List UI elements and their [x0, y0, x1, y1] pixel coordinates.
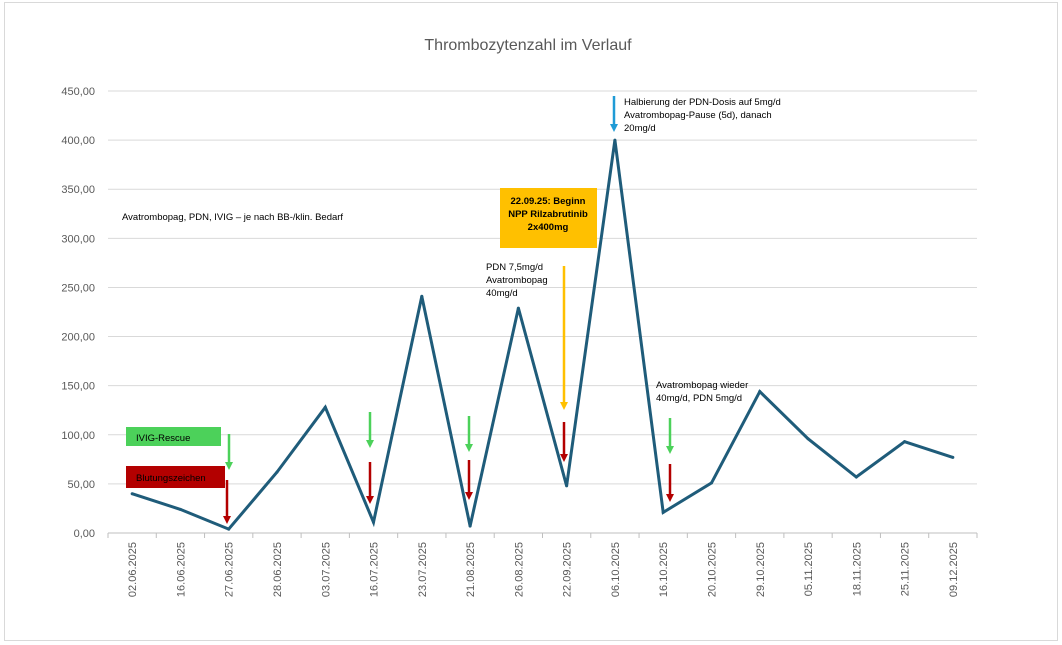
annotations: Avatrombopag, PDN, IVIG – je nach BB-/kl…	[122, 96, 781, 524]
data-point	[178, 507, 182, 511]
data-point	[516, 306, 520, 310]
data-point	[468, 524, 472, 528]
series-layer	[130, 138, 955, 531]
annotation-wieder-line1: Avatrombopag wieder	[656, 380, 748, 391]
y-tick-label: 150,00	[61, 381, 95, 393]
data-point	[758, 390, 762, 394]
annotation-pdn-line2: Avatrombopag	[486, 275, 548, 286]
data-point	[323, 405, 327, 409]
ivig-rescue-label: IVIG-Rescue	[136, 433, 190, 444]
data-point	[661, 510, 665, 514]
x-tick-label: 23.07.2025	[417, 542, 429, 597]
ivig-rescue-box	[126, 427, 221, 446]
x-tick-label: 16.06.2025	[175, 542, 187, 597]
chart-title: Thrombozytenzahl im Verlauf	[424, 37, 632, 54]
data-point	[709, 481, 713, 485]
y-tick-label: 450,00	[61, 86, 95, 98]
x-tick-label: 05.11.2025	[803, 542, 815, 596]
x-tick-label: 26.08.2025	[513, 542, 525, 597]
x-tick-label: 29.10.2025	[755, 542, 767, 597]
data-point	[420, 294, 424, 298]
series-line	[131, 139, 954, 531]
annotation-pdn-line3: 40mg/d	[486, 288, 518, 299]
y-tick-label: 300,00	[61, 233, 95, 245]
x-axis-ticks: 02.06.2025 16.06.2025 27.06.2025 28.06.2025…	[107, 533, 978, 597]
data-point	[227, 527, 231, 531]
data-point	[565, 484, 569, 488]
annotation-avatrombopag-note: Avatrombopag, PDN, IVIG – je nach BB-/kl…	[122, 212, 343, 223]
y-axis-ticks: 0,00 50,00 100,00 150,00 200,00 250,00 300,00 3…	[61, 86, 95, 540]
x-tick-label: 27.06.2025	[224, 542, 236, 597]
x-tick-label: 28.06.2025	[272, 542, 284, 597]
x-tick-label: 09.12.2025	[948, 542, 960, 597]
annotation-rilza-line1: 22.09.25: Beginn	[511, 196, 586, 207]
data-point	[613, 138, 617, 142]
data-point	[130, 492, 134, 496]
annotation-rilza-line2: NPP Rilzabrutinib	[508, 209, 588, 220]
x-tick-label: 16.07.2025	[369, 542, 381, 597]
y-tick-label: 200,00	[61, 332, 95, 344]
annotation-rilza-line3: 2x400mg	[528, 222, 569, 233]
data-point	[372, 520, 376, 524]
data-point	[275, 470, 279, 474]
rilzabrutinib-box	[500, 188, 597, 248]
y-tick-label: 350,00	[61, 184, 95, 196]
y-tick-label: 100,00	[61, 430, 95, 442]
x-tick-label: 16.10.2025	[658, 542, 670, 597]
annotation-wieder-line2: 40mg/d, PDN 5mg/d	[656, 393, 742, 404]
x-tick-label: 21.08.2025	[465, 542, 477, 597]
blutungszeichen-label: Blutungszeichen	[136, 473, 206, 484]
y-tick-label: 50,00	[67, 479, 95, 491]
annotation-halbierung-line1: Halbierung der PDN-Dosis auf 5mg/d	[624, 97, 781, 108]
chart-frame	[4, 2, 1058, 641]
y-tick-label: 250,00	[61, 282, 95, 294]
x-tick-label: 18.11.2025	[851, 542, 863, 596]
x-tick-label: 25.11.2025	[900, 542, 912, 596]
x-tick-label: 02.06.2025	[127, 542, 139, 597]
data-point	[951, 455, 955, 459]
y-tick-label: 400,00	[61, 135, 95, 147]
y-tick-label: 0,00	[74, 528, 95, 540]
annotation-halbierung-line2: Avatrombopag-Pause (5d), danach	[624, 110, 772, 121]
data-point	[903, 440, 907, 444]
x-tick-label: 22.09.2025	[562, 542, 574, 597]
x-tick-label: 06.10.2025	[610, 542, 622, 597]
grid	[108, 90, 977, 534]
annotation-halbierung-line3: 20mg/d	[624, 123, 656, 134]
data-point	[806, 437, 810, 441]
annotation-pdn-line1: PDN 7,5mg/d	[486, 262, 543, 273]
data-point	[854, 475, 858, 479]
blutungszeichen-box	[126, 466, 225, 488]
x-tick-label: 03.07.2025	[320, 542, 332, 597]
x-tick-label: 20.10.2025	[706, 542, 718, 597]
